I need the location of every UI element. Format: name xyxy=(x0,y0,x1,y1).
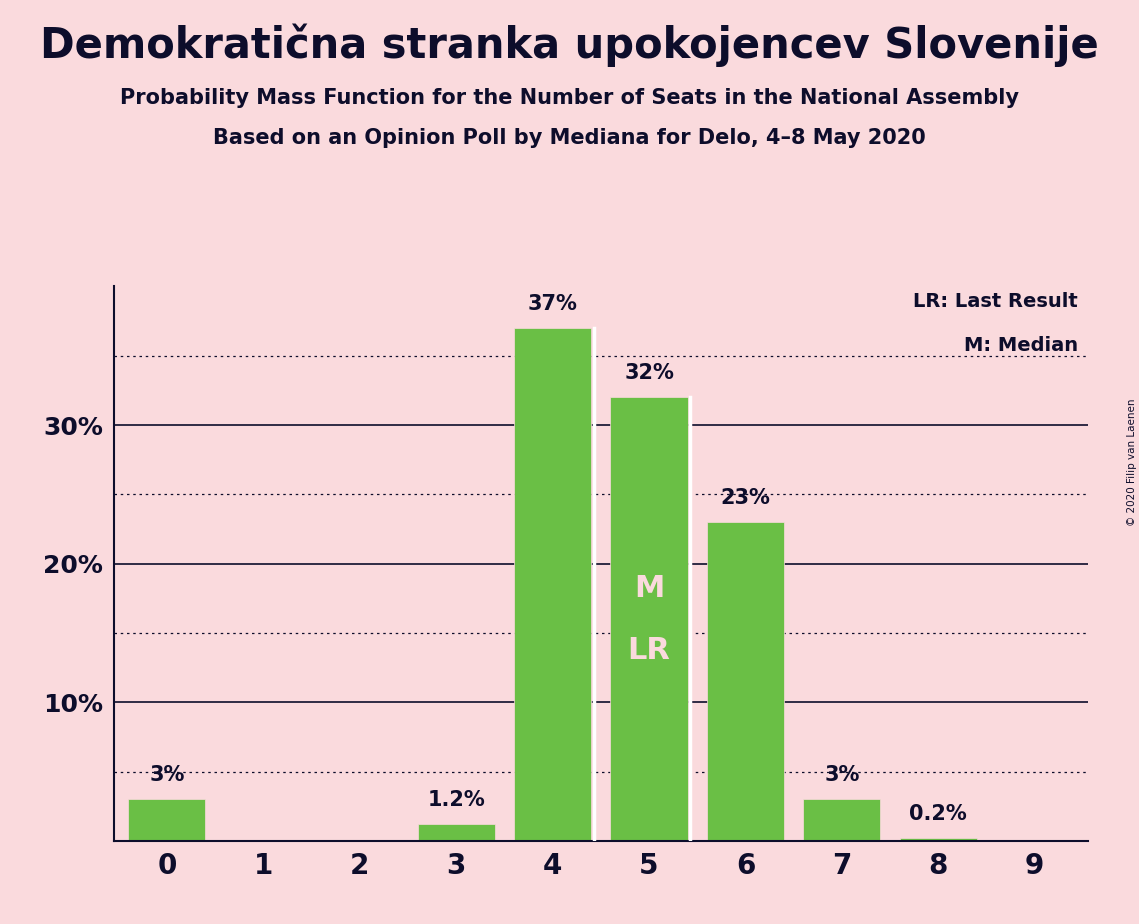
Text: M: M xyxy=(633,574,664,602)
Text: 37%: 37% xyxy=(527,294,577,314)
Text: Demokratična stranka upokojencev Slovenije: Demokratična stranka upokojencev Sloveni… xyxy=(40,23,1099,67)
Bar xyxy=(418,824,494,841)
Bar xyxy=(514,328,591,841)
Text: M: Median: M: Median xyxy=(964,336,1077,356)
Text: 3%: 3% xyxy=(825,765,860,785)
Text: Probability Mass Function for the Number of Seats in the National Assembly: Probability Mass Function for the Number… xyxy=(120,88,1019,108)
Bar xyxy=(129,799,205,841)
Text: LR: LR xyxy=(628,636,671,664)
Text: 0.2%: 0.2% xyxy=(909,804,967,824)
Text: 23%: 23% xyxy=(721,488,770,508)
Bar xyxy=(707,522,784,841)
Text: © 2020 Filip van Laenen: © 2020 Filip van Laenen xyxy=(1126,398,1137,526)
Bar xyxy=(900,838,977,841)
Text: Based on an Opinion Poll by Mediana for Delo, 4–8 May 2020: Based on an Opinion Poll by Mediana for … xyxy=(213,128,926,148)
Bar xyxy=(803,799,880,841)
Text: 1.2%: 1.2% xyxy=(427,790,485,810)
Text: LR: Last Result: LR: Last Result xyxy=(913,292,1077,311)
Text: 3%: 3% xyxy=(149,765,185,785)
Text: 32%: 32% xyxy=(624,363,674,383)
Bar xyxy=(611,397,688,841)
